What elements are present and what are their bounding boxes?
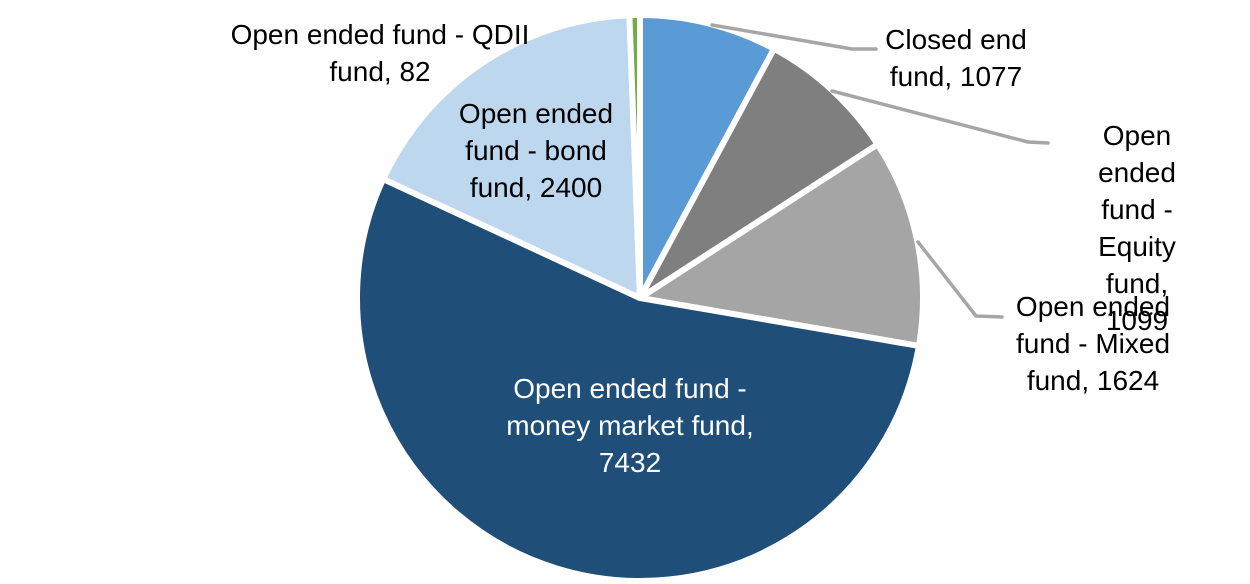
label-open-ended-fund-money-market-fund: Open ended fund - money market fund, 743… [506, 373, 754, 478]
label-open-ended-fund-equity-fund: Open ended fund - Equity fund, 1099 [1098, 120, 1176, 336]
label-open-ended-fund-bond-fund: Open ended fund - bond fund, 2400 [458, 98, 614, 203]
pie-slice-open-ended-fund-qdii-fund [626, 12, 643, 301]
leader-line-equity-fund [830, 89, 1050, 145]
leader-line-mixed-fund [916, 240, 1004, 319]
pie-slice-open-ended-fund-money-market-fund [354, 176, 922, 584]
pie-slice-closed-end-fund [637, 12, 778, 301]
label-closed-end-fund: Closed end fund, 1077 [885, 24, 1027, 92]
pie-slice-open-ended-fund-bond-fund [380, 12, 643, 301]
label-open-ended-fund-qdii-fund: Open ended fund - QDII fund, 82 [230, 19, 530, 87]
label-open-ended-fund-mixed-fund: Open ended fund - Mixed fund, 1624 [1015, 291, 1171, 396]
leader-line-closed-end-fund [710, 23, 878, 51]
